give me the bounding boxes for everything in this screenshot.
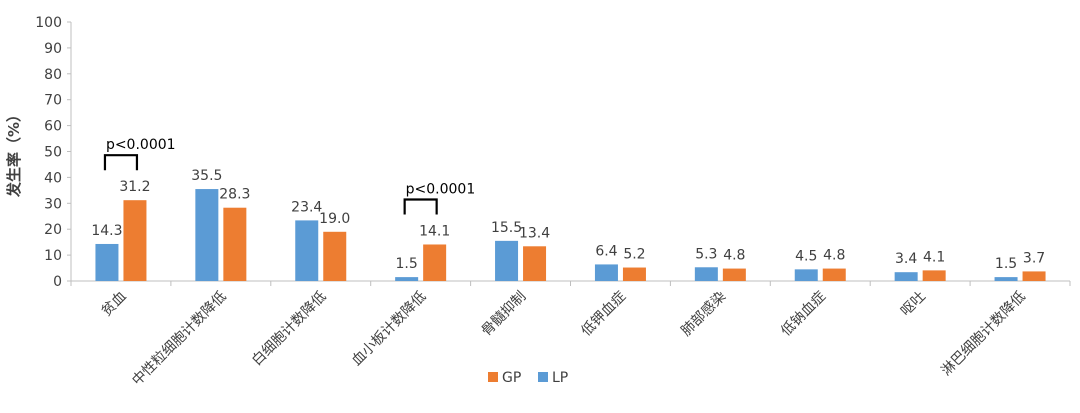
bar-lp bbox=[594, 264, 618, 281]
data-label-gp: 4.1 bbox=[923, 249, 945, 265]
p-value-annotation: p<0.0001 bbox=[106, 137, 176, 153]
data-label-lp: 1.5 bbox=[396, 256, 418, 272]
x-tick-label: 呕吐 bbox=[898, 289, 929, 320]
y-axis-title: 发生率（%） bbox=[5, 107, 23, 198]
bar-gp bbox=[1022, 271, 1046, 281]
x-tick-label: 淋巴细胞计数降低 bbox=[938, 289, 1029, 380]
x-tick-label: 白细胞计数降低 bbox=[249, 289, 330, 370]
bar-gp bbox=[822, 268, 846, 281]
data-label-gp: 13.4 bbox=[519, 225, 550, 241]
legend: GP LP bbox=[488, 370, 568, 386]
data-label-gp: 4.8 bbox=[823, 248, 845, 264]
data-label-lp: 5.3 bbox=[695, 246, 717, 262]
bar-gp bbox=[922, 270, 946, 281]
x-tick-label: 血小板计数降低 bbox=[349, 289, 430, 370]
data-label-gp: 31.2 bbox=[119, 179, 150, 195]
data-label-gp: 28.3 bbox=[219, 187, 250, 203]
bar-lp bbox=[694, 267, 718, 281]
significance-bracket bbox=[403, 198, 438, 215]
bar-lp bbox=[195, 189, 219, 281]
y-tick-label: 70 bbox=[44, 93, 62, 109]
data-label-lp: 6.4 bbox=[595, 243, 617, 259]
bar-lp bbox=[395, 277, 419, 281]
bar-lp bbox=[295, 220, 319, 281]
bar-lp bbox=[95, 243, 119, 281]
y-tick-label: 60 bbox=[44, 119, 62, 135]
y-axis: 0 10 20 30 40 50 60 70 80 90 100 bbox=[35, 15, 72, 290]
bar-lp bbox=[794, 269, 818, 281]
y-tick-label: 20 bbox=[44, 222, 62, 238]
data-label-lp: 4.5 bbox=[795, 248, 817, 264]
data-label-lp: 14.3 bbox=[91, 223, 122, 239]
x-tick-label: 肺部感染 bbox=[678, 288, 730, 340]
p-value-annotation: p<0.0001 bbox=[406, 181, 476, 197]
x-axis: 贫血 中性粒细胞计数降低 白细胞计数降低 血小板计数降低 骨髓抑制 低钾血症 肺部感染 低钠血… bbox=[70, 280, 1071, 389]
data-label-gp: 19.0 bbox=[319, 211, 350, 227]
bar-gp bbox=[223, 207, 247, 281]
bar-lp bbox=[495, 240, 519, 281]
legend-label-gp: GP bbox=[502, 370, 521, 386]
bar-gp bbox=[423, 244, 447, 281]
bars: 14.3 35.5 23.4 1.5 15.5 6.4 5.3 4.5 3.4 1.5 31.2 28… bbox=[91, 168, 1046, 281]
x-tick-label: 低钾血症 bbox=[578, 289, 629, 340]
bar-gp bbox=[722, 268, 746, 281]
data-label-lp: 15.5 bbox=[491, 220, 522, 236]
data-label-lp: 23.4 bbox=[291, 199, 322, 215]
annotations: p<0.0001 p<0.0001 bbox=[103, 137, 476, 215]
bar-gp bbox=[523, 246, 547, 281]
y-tick-label: 90 bbox=[44, 41, 62, 57]
bar-gp bbox=[622, 267, 646, 281]
data-label-lp: 3.4 bbox=[895, 251, 917, 267]
bar-lp bbox=[894, 272, 918, 281]
legend-swatch-gp bbox=[488, 372, 498, 382]
legend-swatch-lp bbox=[538, 372, 548, 382]
y-tick-label: 10 bbox=[44, 248, 62, 264]
y-tick-label: 50 bbox=[44, 145, 62, 161]
legend-label-lp: LP bbox=[552, 370, 568, 386]
bar-gp bbox=[123, 200, 147, 281]
y-tick-label: 100 bbox=[35, 15, 62, 31]
data-label-gp: 5.2 bbox=[623, 247, 645, 263]
data-label-gp: 14.1 bbox=[419, 223, 450, 239]
y-tick-label: 30 bbox=[44, 196, 62, 212]
data-label-gp: 4.8 bbox=[723, 248, 745, 264]
x-tick-label: 中性粒细胞计数降低 bbox=[129, 289, 229, 389]
y-tick-label: 80 bbox=[44, 67, 62, 83]
data-label-gp: 3.7 bbox=[1023, 250, 1045, 266]
x-tick-label: 贫血 bbox=[99, 289, 130, 320]
bar-gp bbox=[323, 231, 347, 281]
x-tick-label: 低钠血症 bbox=[778, 289, 829, 340]
significance-bracket bbox=[103, 154, 139, 171]
bar-lp bbox=[994, 277, 1018, 281]
data-label-lp: 1.5 bbox=[995, 256, 1017, 272]
y-tick-label: 40 bbox=[44, 170, 62, 186]
x-tick-label: 骨髓抑制 bbox=[478, 289, 529, 340]
y-tick-label: 0 bbox=[53, 274, 62, 290]
data-label-lp: 35.5 bbox=[191, 168, 222, 184]
